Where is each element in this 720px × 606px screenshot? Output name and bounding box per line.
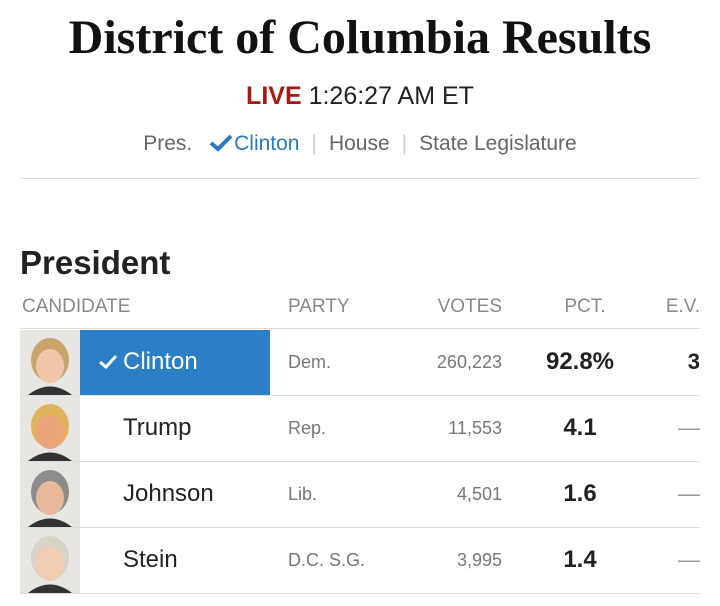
electoral-votes: —	[678, 481, 700, 506]
check-mark	[99, 354, 118, 370]
nav-link[interactable]: Pres.	[143, 132, 193, 155]
nav-link[interactable]: State Legislature	[419, 132, 577, 155]
party: Rep.	[288, 418, 327, 438]
party: Lib.	[288, 484, 318, 504]
photo-art	[20, 462, 80, 527]
divider	[20, 461, 700, 462]
candidate-name: Stein	[123, 546, 178, 573]
nav-link[interactable]: House	[328, 132, 390, 155]
divider	[20, 593, 700, 594]
percent: 1.6	[563, 480, 597, 507]
photo-art	[20, 396, 80, 461]
col-header: E.V.	[665, 296, 700, 317]
page-title: District of Columbia Results	[68, 11, 652, 64]
divider	[20, 395, 700, 396]
party: Dem.	[288, 352, 332, 372]
section-title: President	[20, 244, 171, 281]
candidate-photo	[20, 330, 80, 395]
photo-art	[20, 330, 80, 395]
candidate-name: Clinton	[123, 348, 198, 375]
candidate-name: Trump	[123, 414, 192, 441]
divider	[20, 178, 700, 179]
check-icon	[98, 354, 118, 375]
race-nav: Pres. Clinton | House | State Legislature	[143, 132, 577, 155]
col-header: CANDIDATE	[22, 296, 131, 317]
party: D.C. S.G.	[288, 550, 366, 570]
divider	[20, 328, 700, 329]
divider	[20, 527, 700, 528]
live-label: LIVE	[246, 82, 302, 110]
percent: 4.1	[563, 414, 597, 441]
live-time: 1:26:27 AM ET	[308, 82, 474, 110]
votes: 3,995	[456, 550, 502, 570]
votes: 11,553	[448, 418, 502, 438]
col-header: PCT.	[564, 296, 606, 317]
check-icon	[209, 134, 233, 152]
percent: 92.8%	[545, 348, 615, 375]
photo-art	[20, 528, 80, 593]
electoral-votes: —	[678, 415, 700, 440]
electoral-votes: 3	[687, 349, 700, 374]
votes: 4,501	[456, 484, 502, 504]
live-status: LIVE 1:26:27 AM ET	[0, 82, 720, 111]
candidate-name: Johnson	[123, 480, 214, 507]
candidate-photo	[20, 396, 80, 461]
col-header: VOTES	[437, 296, 502, 317]
votes: 260,223	[436, 352, 502, 372]
electoral-votes: —	[678, 547, 700, 572]
percent: 1.4	[563, 546, 597, 573]
nav-link[interactable]: Clinton	[234, 132, 300, 155]
candidate-photo	[20, 462, 80, 527]
candidate-photo	[20, 528, 80, 593]
col-header: PARTY	[288, 296, 350, 317]
